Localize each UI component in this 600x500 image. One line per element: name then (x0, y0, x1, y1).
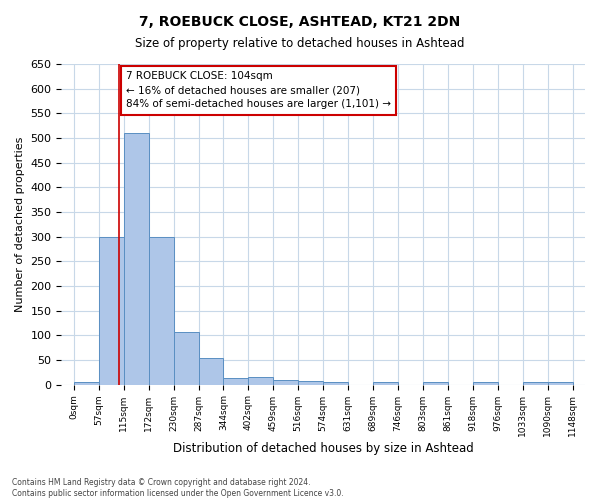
X-axis label: Distribution of detached houses by size in Ashtead: Distribution of detached houses by size … (173, 442, 473, 455)
Bar (423, 382, 448, 384)
Bar (323, 382, 348, 384)
Bar (248, 377, 274, 384)
Bar (373, 382, 398, 384)
Y-axis label: Number of detached properties: Number of detached properties (15, 136, 25, 312)
Bar (199, 358, 223, 384)
Bar (173, 332, 199, 384)
Text: Size of property relative to detached houses in Ashtead: Size of property relative to detached ho… (135, 38, 465, 51)
Bar (74, 382, 99, 384)
Bar (473, 382, 498, 384)
Text: 7 ROEBUCK CLOSE: 104sqm
← 16% of detached houses are smaller (207)
84% of semi-d: 7 ROEBUCK CLOSE: 104sqm ← 16% of detache… (126, 72, 391, 110)
Bar (223, 378, 248, 384)
Bar (523, 382, 548, 384)
Bar (274, 380, 298, 384)
Bar (124, 133, 149, 384)
Text: Contains HM Land Registry data © Crown copyright and database right 2024.
Contai: Contains HM Land Registry data © Crown c… (12, 478, 344, 498)
Bar (548, 382, 572, 384)
Text: 7, ROEBUCK CLOSE, ASHTEAD, KT21 2DN: 7, ROEBUCK CLOSE, ASHTEAD, KT21 2DN (139, 15, 461, 29)
Bar (99, 236, 124, 384)
Bar (149, 236, 173, 384)
Bar (298, 381, 323, 384)
